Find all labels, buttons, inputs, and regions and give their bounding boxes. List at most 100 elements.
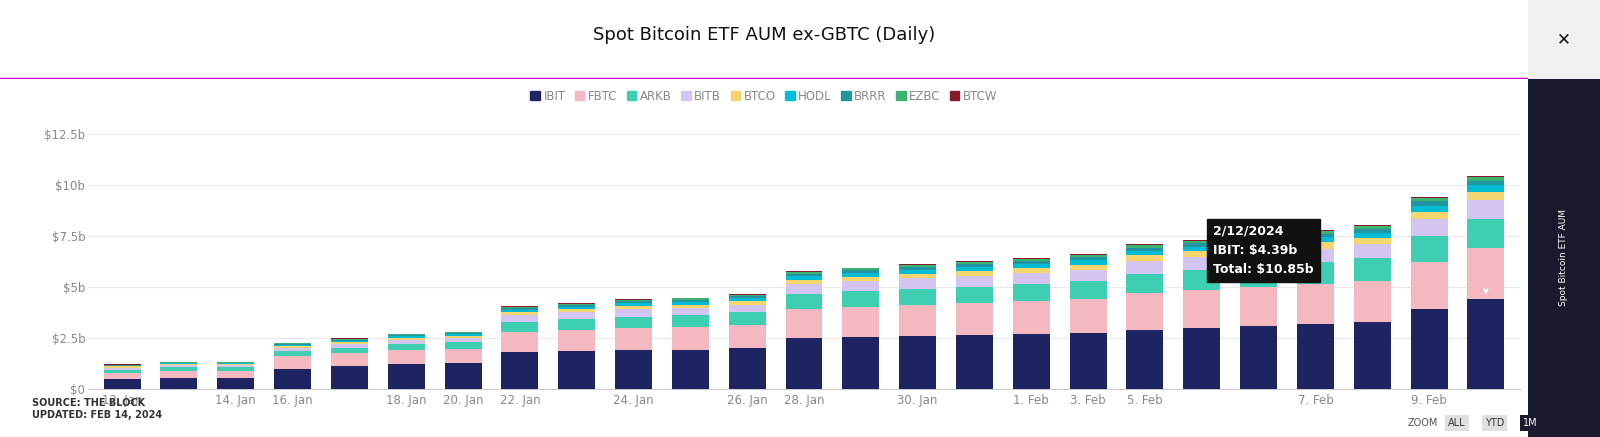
Bar bbox=[1126, 330, 1163, 389]
Text: ZOOM: ZOOM bbox=[1408, 418, 1438, 428]
Legend: IBIT, FBTC, ARKB, BITB, BTCO, HODL, BRRR, EZBC, BTCW: IBIT, FBTC, ARKB, BITB, BTCO, HODL, BRRR… bbox=[526, 85, 1002, 108]
Bar bbox=[1354, 225, 1390, 226]
Bar bbox=[1298, 237, 1334, 242]
Bar bbox=[1240, 267, 1277, 287]
Bar bbox=[728, 294, 766, 295]
Bar bbox=[899, 336, 936, 389]
Bar bbox=[331, 342, 368, 344]
Bar bbox=[899, 305, 936, 336]
Bar bbox=[1298, 231, 1334, 234]
Bar bbox=[1013, 284, 1050, 301]
Bar bbox=[899, 289, 936, 305]
Bar bbox=[786, 338, 822, 389]
Bar bbox=[160, 368, 197, 371]
Bar bbox=[387, 340, 424, 344]
Bar bbox=[1070, 257, 1107, 260]
Bar bbox=[1354, 229, 1390, 232]
Bar bbox=[1467, 181, 1504, 185]
Bar bbox=[104, 367, 141, 368]
Bar bbox=[1298, 234, 1334, 237]
Bar bbox=[728, 348, 766, 389]
Bar bbox=[274, 351, 310, 356]
Bar bbox=[501, 306, 538, 308]
Bar bbox=[218, 371, 254, 378]
Bar bbox=[614, 303, 651, 306]
Bar bbox=[842, 337, 880, 389]
Bar bbox=[1070, 299, 1107, 333]
Bar bbox=[104, 379, 141, 389]
Bar bbox=[1013, 259, 1050, 261]
Bar bbox=[558, 304, 595, 305]
Bar bbox=[1411, 236, 1448, 263]
Bar bbox=[1467, 219, 1504, 248]
Bar bbox=[1354, 238, 1390, 244]
Bar bbox=[1411, 205, 1448, 212]
Bar bbox=[957, 264, 994, 267]
Bar bbox=[1354, 244, 1390, 258]
Bar bbox=[842, 267, 880, 268]
Bar bbox=[1298, 284, 1334, 324]
Bar bbox=[387, 344, 424, 350]
Bar bbox=[501, 352, 538, 389]
Bar bbox=[672, 350, 709, 389]
Bar bbox=[501, 315, 538, 322]
Bar bbox=[957, 276, 994, 287]
Bar bbox=[1013, 258, 1050, 259]
Bar bbox=[445, 333, 482, 334]
Bar bbox=[1240, 242, 1277, 247]
Bar bbox=[899, 264, 936, 265]
Bar bbox=[899, 278, 936, 289]
Bar bbox=[614, 300, 651, 301]
Bar bbox=[274, 345, 310, 346]
Bar bbox=[1070, 264, 1107, 270]
Bar bbox=[1126, 248, 1163, 251]
Text: ✕: ✕ bbox=[1557, 30, 1571, 49]
Bar bbox=[1070, 333, 1107, 389]
Bar bbox=[1467, 177, 1504, 181]
Bar bbox=[1354, 322, 1390, 389]
Bar bbox=[842, 277, 880, 281]
Bar bbox=[672, 302, 709, 305]
Bar bbox=[728, 305, 766, 312]
Bar bbox=[501, 309, 538, 312]
Bar bbox=[1240, 253, 1277, 267]
Bar bbox=[786, 280, 822, 284]
Bar bbox=[1184, 243, 1221, 246]
Bar bbox=[1070, 281, 1107, 299]
Bar bbox=[1411, 263, 1448, 309]
Bar bbox=[1467, 299, 1504, 389]
Bar bbox=[104, 373, 141, 379]
Bar bbox=[1013, 264, 1050, 267]
Bar bbox=[1411, 212, 1448, 219]
Bar bbox=[957, 267, 994, 271]
Bar bbox=[1013, 273, 1050, 284]
Bar bbox=[1467, 192, 1504, 201]
Bar bbox=[728, 325, 766, 348]
Bar bbox=[274, 346, 310, 347]
Bar bbox=[786, 274, 822, 276]
Bar bbox=[1298, 249, 1334, 263]
Bar bbox=[842, 270, 880, 273]
Bar bbox=[1411, 197, 1448, 198]
Bar bbox=[160, 365, 197, 368]
Bar bbox=[1240, 287, 1277, 326]
Bar bbox=[899, 267, 936, 270]
Bar bbox=[274, 347, 310, 351]
Text: Spot Bitcoin ETF AUM: Spot Bitcoin ETF AUM bbox=[1560, 209, 1568, 306]
Bar bbox=[218, 363, 254, 364]
Bar bbox=[842, 307, 880, 337]
Bar bbox=[728, 295, 766, 296]
Bar bbox=[1013, 334, 1050, 389]
Bar bbox=[842, 291, 880, 307]
Bar bbox=[1354, 258, 1390, 281]
Bar bbox=[1411, 309, 1448, 389]
Bar bbox=[957, 335, 994, 389]
Bar bbox=[957, 261, 994, 262]
Bar bbox=[445, 342, 482, 349]
Text: 1M: 1M bbox=[1523, 418, 1538, 428]
Bar bbox=[445, 336, 482, 338]
Bar bbox=[274, 343, 310, 345]
Bar bbox=[1126, 245, 1163, 248]
Bar bbox=[1411, 198, 1448, 201]
Bar bbox=[1184, 251, 1221, 257]
